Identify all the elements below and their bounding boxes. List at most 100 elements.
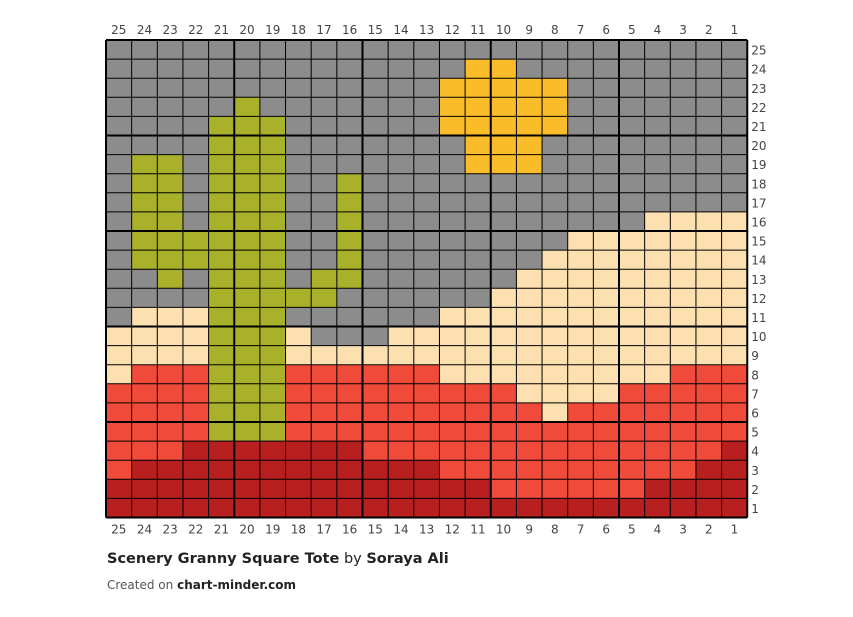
stitch-cell — [516, 192, 543, 212]
stitch-cell — [465, 97, 491, 117]
stitch-cell — [182, 97, 209, 117]
stitch-cell — [695, 288, 722, 308]
stitch-cell — [670, 59, 696, 79]
row-label: 23 — [751, 82, 766, 96]
stitch-cell — [439, 383, 466, 403]
stitch-cell — [670, 269, 696, 289]
column-label-top: 21 — [214, 23, 229, 37]
stitch-cell — [644, 78, 671, 98]
stitch-cell — [362, 326, 389, 346]
stitch-cell — [695, 383, 722, 403]
stitch-cell — [311, 154, 337, 174]
column-label-top: 14 — [393, 23, 408, 37]
stitch-cell — [208, 173, 235, 193]
stitch-cell — [413, 78, 440, 98]
stitch-cell — [285, 479, 312, 499]
stitch-cell — [131, 135, 158, 155]
created-on-line: Created on chart-minder.com — [107, 578, 296, 592]
stitch-cell — [182, 307, 209, 327]
column-label-top: 2 — [705, 23, 713, 37]
stitch-cell — [362, 135, 389, 155]
stitch-cell — [285, 97, 312, 117]
stitch-cell — [490, 460, 517, 480]
stitch-cell — [593, 441, 619, 461]
stitch-cell — [362, 173, 389, 193]
stitch-cell — [465, 231, 491, 251]
stitch-cell — [388, 59, 414, 79]
row-label: 22 — [751, 101, 766, 115]
stitch-cell — [670, 345, 696, 365]
stitch-cell — [234, 192, 260, 212]
stitch-cell — [490, 269, 517, 289]
stitch-cell — [208, 40, 235, 60]
stitch-cell — [542, 383, 568, 403]
stitch-cell — [644, 383, 671, 403]
stitch-cell — [593, 135, 619, 155]
stitch-cell — [413, 479, 440, 499]
stitch-cell — [695, 40, 722, 60]
stitch-cell — [234, 479, 260, 499]
stitch-cell — [336, 460, 363, 480]
stitch-cell — [259, 288, 286, 308]
stitch-cell — [208, 460, 235, 480]
stitch-cell — [157, 288, 183, 308]
stitch-cell — [413, 422, 440, 442]
stitch-cell — [695, 326, 722, 346]
stitch-cell — [182, 173, 209, 193]
stitch-cell — [234, 498, 260, 518]
stitch-cell — [131, 422, 158, 442]
stitch-cell — [362, 269, 389, 289]
stitch-cell — [721, 116, 748, 136]
stitch-cell — [593, 402, 619, 422]
stitch-cell — [234, 441, 260, 461]
stitch-cell — [285, 250, 312, 270]
stitch-cell — [131, 78, 158, 98]
stitch-cell — [490, 402, 517, 422]
stitch-cell — [670, 116, 696, 136]
pattern-author: Soraya Ali — [366, 551, 449, 567]
stitch-cell — [593, 383, 619, 403]
stitch-cell — [362, 479, 389, 499]
stitch-cell — [465, 364, 491, 384]
stitch-cell — [619, 59, 645, 79]
stitch-cell — [567, 116, 594, 136]
stitch-cell — [593, 269, 619, 289]
stitch-cell — [465, 441, 491, 461]
stitch-cell — [465, 307, 491, 327]
stitch-cell — [285, 40, 312, 60]
column-label-bottom: 10 — [496, 523, 511, 537]
stitch-cell — [721, 460, 748, 480]
stitch-cell — [182, 231, 209, 251]
column-label-bottom: 18 — [291, 523, 306, 537]
stitch-cell — [670, 441, 696, 461]
stitch-cell — [234, 135, 260, 155]
column-label-top: 8 — [551, 23, 559, 37]
stitch-cell — [234, 307, 260, 327]
site-link[interactable]: chart-minder.com — [177, 578, 296, 592]
stitch-cell — [542, 402, 568, 422]
stitch-cell — [106, 59, 132, 79]
stitch-cell — [208, 250, 235, 270]
stitch-cell — [362, 97, 389, 117]
stitch-cell — [670, 307, 696, 327]
stitch-cell — [644, 231, 671, 251]
stitch-cell — [413, 231, 440, 251]
stitch-cell — [208, 78, 235, 98]
stitch-cell — [285, 269, 312, 289]
stitch-cell — [644, 97, 671, 117]
stitch-cell — [695, 231, 722, 251]
stitch-cell — [695, 250, 722, 270]
stitch-cell — [208, 345, 235, 365]
stitch-cell — [285, 135, 312, 155]
column-label-bottom: 3 — [679, 523, 687, 537]
stitch-cell — [439, 78, 466, 98]
stitch-cell — [182, 116, 209, 136]
stitch-cell — [157, 441, 183, 461]
stitch-cell — [234, 288, 260, 308]
stitch-cell — [619, 460, 645, 480]
stitch-cell — [490, 59, 517, 79]
stitch-cell — [542, 441, 568, 461]
stitch-cell — [336, 383, 363, 403]
stitch-cell — [516, 116, 543, 136]
stitch-cell — [311, 269, 337, 289]
